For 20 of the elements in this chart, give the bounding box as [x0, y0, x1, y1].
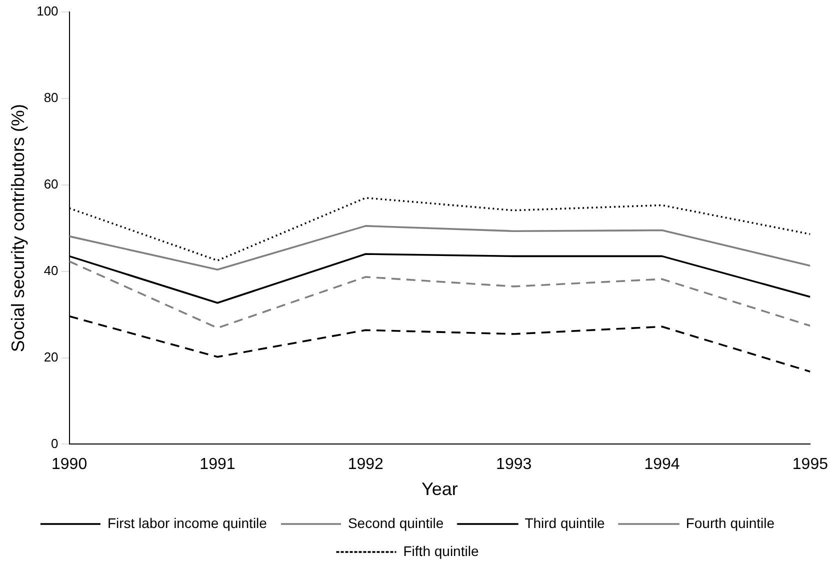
y-tick-label: 0	[51, 436, 58, 451]
x-tick-label: 1991	[200, 456, 236, 474]
y-tick-label: 60	[44, 176, 58, 192]
legend-label: Second quintile	[348, 514, 444, 531]
x-tick-label: 1992	[348, 456, 384, 474]
legend-label: First labor income quintile	[107, 514, 268, 531]
line-series	[69, 260, 810, 329]
y-tick-label: 20	[44, 349, 58, 364]
y-tick-label: 40	[44, 262, 58, 278]
x-tick-label: 1995	[792, 456, 828, 474]
legend-label: Fifth quintile	[403, 542, 479, 559]
x-tick-label: 1993	[496, 456, 532, 474]
x-tick-label: 1994	[644, 456, 680, 474]
x-axis-title: Year	[422, 479, 458, 500]
y-tick-label: 100	[36, 4, 58, 19]
x-tick-label: 1990	[51, 456, 88, 474]
legend-label: Third quintile	[524, 514, 606, 531]
y-axis-title: Social security contributors (%)	[8, 104, 28, 352]
y-tick-label: 80	[44, 90, 58, 106]
legend-label: Fourth quintile	[686, 514, 775, 531]
